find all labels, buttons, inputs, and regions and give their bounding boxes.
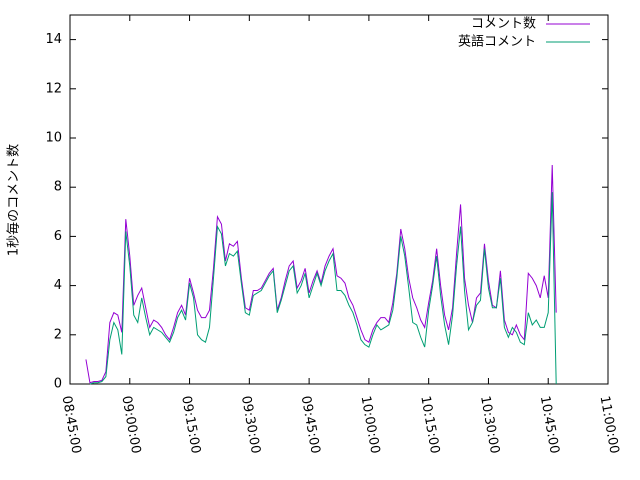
y-tick-label: 10 — [45, 131, 62, 146]
x-tick-label: 08:45:00 — [59, 395, 84, 455]
x-tick-label: 10:30:00 — [477, 395, 502, 455]
legend-label: 英語コメント — [458, 34, 536, 50]
y-tick-label: 14 — [45, 32, 62, 47]
x-tick-label: 09:45:00 — [298, 395, 323, 455]
x-tick-label: 10:15:00 — [417, 395, 442, 455]
y-tick-label: 6 — [54, 229, 62, 244]
legend-label: コメント数 — [471, 17, 536, 32]
series-line — [89, 192, 557, 385]
x-tick-label: 09:00:00 — [118, 395, 143, 455]
x-tick-label: 10:00:00 — [358, 395, 383, 455]
y-tick-label: 4 — [54, 278, 62, 293]
x-tick-label: 10:45:00 — [537, 395, 562, 455]
plot-border — [69, 14, 609, 385]
series-line — [85, 165, 557, 384]
x-tick-label: 11:00:00 — [597, 395, 622, 455]
y-tick-label: 0 — [54, 377, 62, 392]
y-tick-label: 8 — [54, 180, 62, 195]
x-tick-label: 09:30:00 — [238, 395, 263, 455]
y-tick-label: 2 — [54, 327, 62, 342]
x-tick-label: 09:15:00 — [178, 395, 203, 455]
y-tick-label: 12 — [45, 81, 62, 96]
y-axis-label: 1秒毎のコメント数 — [6, 144, 22, 256]
